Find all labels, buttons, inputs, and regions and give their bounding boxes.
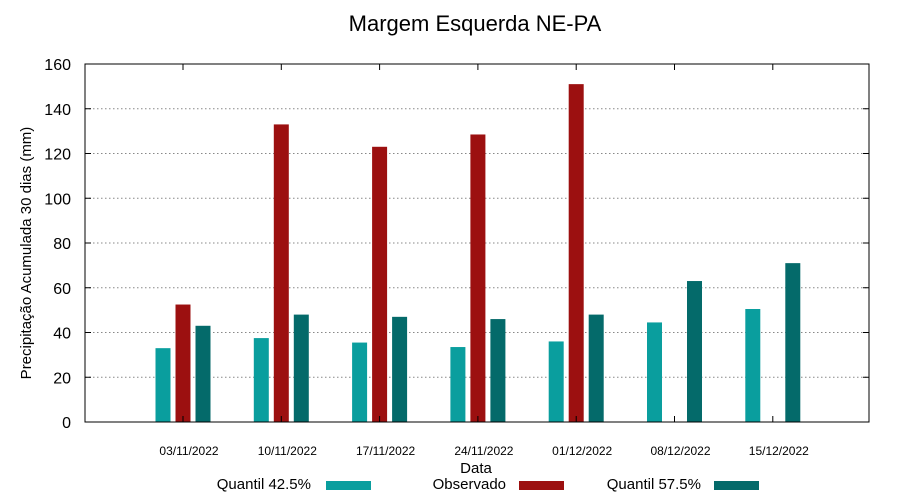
y-tick-label-8: 160 [44,57,71,74]
legend-swatch-observado [519,481,564,490]
x-tick-label-4: 01/12/2022 [552,444,612,458]
bar-quantil-57-5--0 [195,325,211,422]
x-axis-ticks: 03/11/2022 10/11/2022 17/11/2022 24/11/2022… [159,64,809,458]
bars [155,84,801,422]
y-tick-label-6: 120 [44,147,71,164]
bar-quantil-57-5--3 [490,319,506,422]
bar-quantil-42-5--5 [647,322,662,422]
y-tick-label-0: 0 [62,415,71,432]
y-tick-label-1: 20 [53,370,71,387]
x-tick-label-2: 17/11/2022 [356,444,415,458]
bar-quantil-42-5--6 [745,309,761,422]
bar-observado-1 [273,124,289,422]
bar-quantil-42-5--1 [253,338,269,422]
y-axis-ticks: 0 20 40 60 80 100 120 140 160 [44,57,869,432]
legend-label-quantil-42-5-: Quantil 42.5% [217,476,311,493]
bar-quantil-42-5--2 [352,342,368,422]
y-tick-label-4: 80 [53,236,71,253]
y-tick-label-5: 100 [44,191,71,208]
bar-quantil-57-5--1 [293,314,309,422]
y-tick-label-2: 40 [53,326,71,343]
y-axis-label: Precipitação Acumulada 30 dias (mm) [18,127,35,380]
legend-swatch-quantil-57-5- [714,481,759,490]
bar-quantil-57-5--6 [785,263,801,422]
bar-observado-3 [470,134,486,422]
bar-observado-4 [568,84,584,422]
bar-quantil-57-5--2 [392,316,408,422]
x-tick-label-3: 24/11/2022 [454,444,513,458]
y-tick-label-3: 60 [53,281,71,298]
bar-quantil-42-5--0 [155,348,171,422]
bar-quantil-57-5--5 [687,281,702,422]
y-tick-label-7: 140 [44,102,71,119]
x-tick-label-0: 03/11/2022 [159,444,218,458]
legend-label-observado: Observado [433,476,506,493]
bar-observado-0 [175,304,191,422]
legend: Quantil 42.5% Observado Quantil 57.5% [217,476,759,493]
x-axis-label: Data [460,460,492,477]
x-tick-label-6: 15/12/2022 [749,444,809,458]
legend-label-quantil-57-5-: Quantil 57.5% [607,476,701,493]
chart-title: Margem Esquerda NE-PA [349,11,602,36]
x-tick-label-1: 10/11/2022 [258,444,317,458]
legend-swatch-quantil-42-5- [326,481,371,490]
bar-quantil-57-5--4 [588,314,604,422]
bar-quantil-42-5--4 [548,341,564,422]
x-tick-label-5: 08/12/2022 [650,444,710,458]
bar-observado-2 [372,146,388,422]
bar-quantil-42-5--3 [450,347,466,422]
